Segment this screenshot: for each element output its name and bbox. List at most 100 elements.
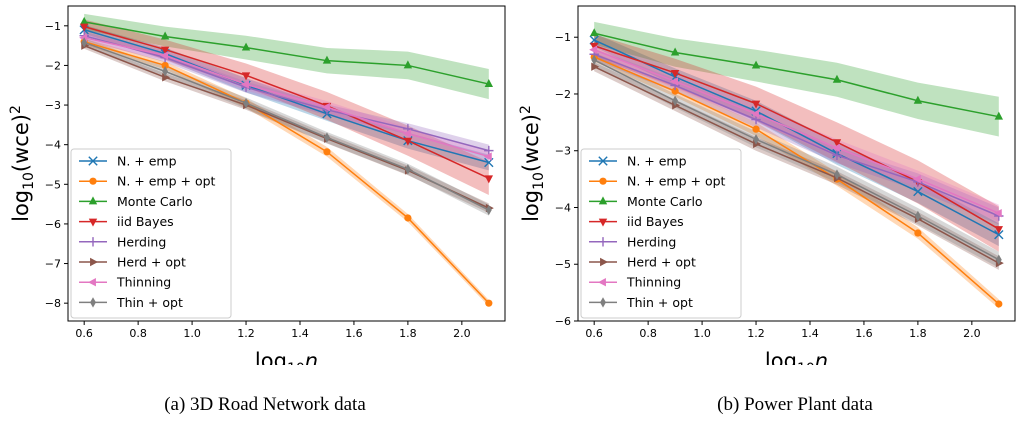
point-series-3-1	[160, 46, 170, 55]
x-axis-label: log10n	[255, 349, 318, 365]
point-series-6-1	[670, 77, 679, 86]
x-tick-label: 1.6	[855, 327, 873, 340]
chart-panel-a: 0.6 0.8 1.0 1.2 1.4 1.6 1.8 2.0 −1 −2 −3 −4 −5 −6 −7 −8…	[8, 5, 506, 365]
y-tick-label: −1	[555, 31, 571, 44]
x-tick-label: 0.6	[585, 327, 603, 340]
legend-marker-5	[90, 257, 98, 267]
line-series-2	[84, 21, 489, 85]
legend-label-5: Herd + opt	[117, 255, 186, 270]
legend-marker-4	[598, 237, 608, 247]
figure: 0.6 0.8 1.0 1.2 1.4 1.6 1.8 2.0 −1 −2 −3 −4 −5 −6 −7 −8…	[8, 5, 1016, 365]
plot-area	[589, 21, 1004, 309]
band-series-3	[594, 34, 999, 252]
plot-area	[79, 13, 494, 307]
legend-box	[70, 148, 232, 319]
y-tick-label: −5	[45, 178, 61, 191]
legend-label-5: Herd + opt	[627, 255, 696, 270]
legend-marker-1	[599, 177, 607, 185]
x-tick-label: 1.2	[237, 327, 255, 340]
band-series-2	[84, 13, 489, 100]
point-series-1-5	[995, 300, 1003, 308]
line-series-5	[593, 66, 1000, 264]
line-series-1	[593, 56, 1000, 305]
legend: N. + emp N. + emp + opt Monte Carlo iid Bay…	[70, 148, 232, 319]
band-series-4	[594, 48, 999, 225]
point-series-6-4	[402, 129, 411, 138]
x-tick-label: 0.6	[75, 327, 93, 340]
point-series-1-5	[485, 299, 493, 307]
point-series-1-1	[671, 87, 679, 95]
line-series-6	[593, 49, 1000, 214]
point-series-2-2	[751, 60, 761, 69]
legend-label-2: Monte Carlo	[117, 194, 193, 209]
caption-b: (b) Power Plant data	[717, 394, 873, 415]
legend-marker-4	[88, 237, 98, 247]
point-series-4-5	[484, 145, 494, 156]
axes-frame	[67, 5, 506, 322]
band-series-0	[594, 33, 999, 247]
x-axis-label: log10n	[765, 349, 828, 365]
point-series-5-1	[162, 73, 171, 82]
legend-marker-6	[598, 278, 606, 287]
point-series-3-2	[241, 72, 251, 81]
point-series-2-5	[994, 111, 1004, 120]
x-tick-label: 1.2	[747, 327, 765, 340]
y-tick-label: −2	[555, 88, 571, 101]
point-series-2-3	[322, 55, 332, 64]
point-series-5-0	[591, 62, 600, 71]
legend-box	[580, 148, 742, 319]
legend-marker-2	[88, 196, 98, 205]
band-series-7	[84, 38, 489, 216]
x-tick-label: 1.4	[801, 327, 819, 340]
line-series-4	[83, 34, 490, 152]
point-series-3-5	[484, 175, 494, 184]
legend-label-6: Thinning	[116, 275, 171, 290]
point-series-1-4	[404, 214, 412, 222]
y-axis-label: log10(wce)2	[518, 105, 547, 222]
y-tick-label: −3	[45, 99, 61, 112]
point-series-3-2	[751, 100, 761, 109]
x-tick-label: 1.8	[909, 327, 927, 340]
band-series-5	[594, 62, 999, 270]
point-series-1-1	[161, 61, 169, 70]
y-tick-label: −6	[45, 218, 61, 231]
point-series-4-3	[832, 150, 842, 160]
y-tick-label: −8	[45, 297, 61, 310]
legend-marker-2	[598, 196, 608, 205]
legend-marker-1	[89, 177, 97, 185]
x-tick-label: 1.0	[693, 327, 711, 340]
legend-label-3: iid Bayes	[627, 214, 684, 229]
line-series-0	[83, 29, 490, 164]
point-series-7-0	[81, 37, 88, 48]
point-series-7-2	[753, 134, 759, 145]
legend: N. + emp N. + emp + opt Monte Carlo iid Bay…	[580, 148, 742, 319]
line-series-2	[594, 32, 999, 118]
point-series-7-0	[591, 54, 598, 66]
point-series-6-3	[831, 143, 840, 153]
point-series-2-5	[484, 79, 494, 87]
point-series-2-4	[913, 95, 923, 104]
point-series-2-1	[670, 47, 680, 56]
point-series-1-2	[752, 125, 760, 133]
y-tick-label: −7	[45, 258, 61, 271]
point-series-6-1	[160, 51, 169, 60]
point-series-7-3	[324, 132, 330, 143]
point-series-3-3	[832, 139, 842, 148]
legend-label-7: Thin + opt	[626, 295, 693, 310]
legend-marker-0	[88, 156, 98, 166]
line-series-4	[593, 53, 1000, 217]
legend-marker-6	[88, 278, 96, 287]
legend-label-3: iid Bayes	[117, 214, 174, 229]
legend-label-1: N. + emp + opt	[627, 174, 726, 189]
point-series-7-4	[404, 164, 411, 175]
point-series-2-1	[160, 31, 170, 40]
x-tick-label: 0.8	[129, 327, 147, 340]
y-tick-label: −3	[555, 145, 571, 158]
legend-marker-7	[600, 297, 606, 308]
legend-label-6: Thinning	[626, 275, 681, 290]
point-series-7-1	[672, 95, 679, 106]
point-series-3-0	[589, 42, 599, 51]
legend-marker-0	[598, 156, 608, 166]
x-tick-label: 1.8	[399, 327, 417, 340]
point-series-6-5	[993, 208, 1002, 218]
